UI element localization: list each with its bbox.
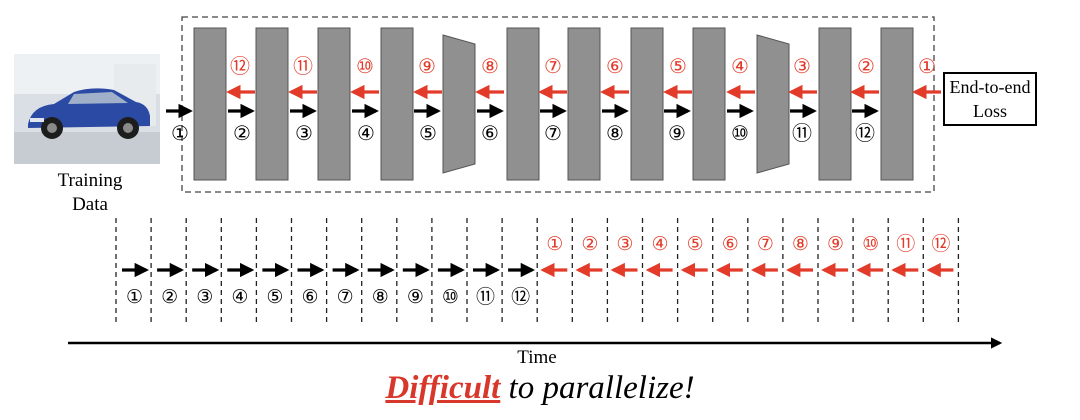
forward-step-label: ⑧: [606, 121, 624, 145]
timeline-backward-label: ⑤: [687, 233, 704, 255]
backward-step-label: ⑨: [418, 54, 436, 78]
layer-block: [506, 27, 540, 181]
forward-step-label: ⑫: [855, 121, 875, 145]
forward-step-label: ⑤: [419, 121, 437, 145]
forward-step-label: ⑨: [668, 121, 686, 145]
backward-step-label: ⑧: [481, 54, 499, 78]
timeline-backward-label: ⑦: [757, 233, 774, 255]
timeline-forward-label: ③: [196, 286, 213, 308]
timeline-forward-label: ⑥: [302, 286, 319, 308]
timeline-backward-label: ①: [546, 233, 563, 255]
layer-block: [193, 27, 227, 181]
backward-step-label: ⑦: [544, 54, 562, 78]
forward-step-label: ⑪: [792, 121, 812, 145]
timeline: ① ② ③ ④ ⑤ ⑥ ⑦ ⑧ ⑨ ⑩ ⑪ ⑫① ② ③ ④ ⑤ ⑥ ⑦ ⑧ ⑨ ⑩ ⑪ ⑫: [115, 218, 960, 326]
layer-block: [692, 27, 726, 181]
forward-step-label: ②: [233, 121, 251, 145]
timeline-backward-label: ⑥: [722, 233, 739, 255]
caption-rest: to parallelize!: [500, 370, 695, 406]
timeline-forward-label: ⑪: [476, 286, 495, 308]
forward-step-label: ⑦: [544, 121, 562, 145]
timeline-forward-label: ④: [231, 286, 248, 308]
forward-step-label: ①: [171, 121, 189, 145]
forward-step-label: ③: [295, 121, 313, 145]
layer-block: [380, 27, 414, 181]
timeline-forward-label: ⑩: [442, 286, 459, 308]
backward-step-label: ⑥: [606, 54, 624, 78]
caption-highlight: Difficult: [385, 370, 501, 406]
forward-step-labels: ① ② ③ ④ ⑤ ⑥ ⑦ ⑧ ⑨ ⑩ ⑪ ⑫: [171, 121, 875, 145]
time-axis-label: Time: [517, 347, 557, 368]
timeline-backward-label: ②: [581, 233, 598, 255]
timeline-forward-label: ⑦: [337, 286, 354, 308]
timeline-forward-label: ⑤: [266, 286, 283, 308]
backward-step-label: ⑫: [230, 54, 250, 78]
timeline-backward-label: ③: [616, 233, 633, 255]
layer-block: [255, 27, 289, 181]
forward-step-label: ⑥: [481, 121, 499, 145]
car-photo-icon: [14, 54, 160, 164]
layer-block: [630, 27, 664, 181]
network-dashed-box: [181, 16, 935, 193]
backward-step-label: ③: [793, 54, 811, 78]
backward-step-label: ④: [731, 54, 749, 78]
caption: Difficult to parallelize!: [0, 370, 1080, 407]
layer-block: [567, 27, 601, 181]
layer-block: [880, 27, 914, 181]
timeline-backward-label: ⑨: [827, 233, 844, 255]
timeline-backward-label: ⑩: [862, 233, 879, 255]
timeline-forward-label: ①: [126, 286, 143, 308]
backward-step-label: ⑤: [669, 54, 687, 78]
timeline-forward-label: ⑧: [372, 286, 389, 308]
backward-step-label: ②: [857, 54, 875, 78]
timeline-backward-label: ⑫: [931, 233, 950, 255]
training-image: [14, 54, 160, 164]
pooling-layer-block: [442, 34, 476, 174]
timeline-forward-label: ⑫: [511, 286, 530, 308]
loss-label: End-to-end Loss: [949, 77, 1031, 121]
training-data-label: Training Data: [57, 170, 123, 215]
backward-step-label: ⑩: [356, 54, 374, 78]
timeline-forward-label: ⑨: [407, 286, 424, 308]
forward-step-label: ⑩: [731, 121, 749, 145]
pooling-layer-block: [756, 34, 790, 174]
timeline-backward-label: ⑪: [896, 233, 915, 255]
timeline-backward-label: ⑧: [792, 233, 809, 255]
timeline-backward-label: ④: [652, 233, 669, 255]
forward-step-label: ④: [357, 121, 375, 145]
timeline-forward-label: ②: [161, 286, 178, 308]
backward-step-label: ①: [918, 54, 936, 78]
layer-block: [818, 27, 852, 181]
end-to-end-loss-box: End-to-end Loss: [943, 72, 1037, 126]
layer-block: [317, 27, 351, 181]
backward-step-label: ⑪: [293, 54, 313, 78]
network-layers: [193, 27, 914, 181]
backward-step-labels: ⑫ ⑪ ⑩ ⑨ ⑧ ⑦ ⑥ ⑤ ④ ③ ② ①: [230, 54, 936, 78]
